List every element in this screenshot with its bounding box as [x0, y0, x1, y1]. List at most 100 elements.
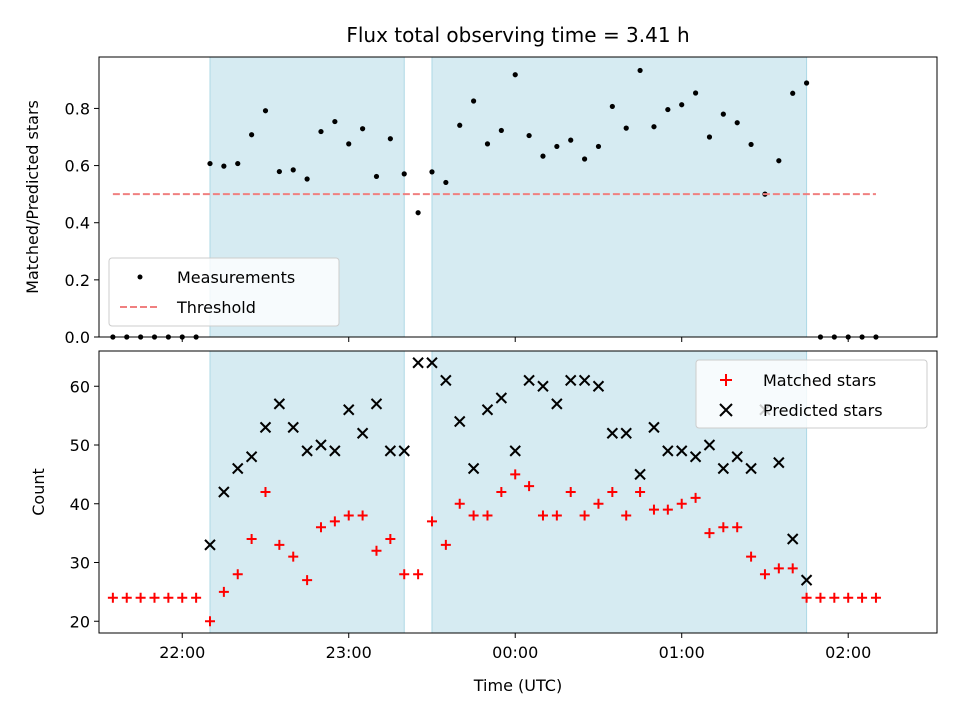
matched-stars-point [704, 528, 715, 539]
shaded-span-2 [431, 57, 807, 337]
matched-stars-point [426, 516, 437, 527]
y-tick-label: 0.0 [65, 328, 90, 347]
matched-stars-point [482, 510, 493, 521]
bottom-legend-box [695, 359, 928, 429]
matched-stars-point [718, 522, 729, 533]
measurements-point [415, 210, 421, 216]
matched-stars-point [121, 592, 132, 603]
measurements-point [471, 98, 477, 104]
legend-item-measurements: Measurements [137, 268, 295, 287]
predicted-stars-point [592, 380, 605, 392]
measurements-point [526, 132, 532, 139]
measurements-point [249, 132, 255, 138]
top-legend: Measurements Threshold [108, 257, 340, 327]
predicted-stars-point [495, 392, 508, 404]
matched-stars-point [524, 481, 535, 492]
matched-stars-point [191, 592, 202, 603]
bottom-y-ticks: 20 30 40 50 60 [70, 377, 99, 631]
matched-stars-point [302, 575, 313, 586]
top-data-marks [110, 67, 879, 340]
y-tick-label: 20 [70, 612, 90, 631]
measurements-point [373, 173, 380, 180]
matched-stars-point [870, 592, 881, 603]
measurements-point [401, 171, 407, 177]
predicted-stars-point [315, 439, 327, 451]
predicted-stars-point [689, 451, 702, 463]
measurements-point [637, 67, 643, 74]
bottom-x-ticks: 22:00 23:00 00:00 01:00 02:00 [159, 633, 871, 662]
predicted-stars-point [620, 427, 632, 439]
x-tick-label: 23:00 [326, 643, 372, 662]
measurements-point [276, 168, 282, 175]
measurements-point [235, 160, 241, 167]
measurements-point [790, 90, 796, 96]
predicted-stars-point [578, 374, 591, 387]
measurements-point [651, 124, 657, 130]
predicted-stars-point [426, 357, 438, 369]
matched-stars-point [468, 510, 479, 521]
predicted-stars-point [523, 374, 535, 387]
predicted-stars-point [398, 445, 410, 457]
predicted-stars-point [412, 357, 424, 369]
measurements-point [581, 156, 588, 162]
measurements-point [221, 163, 227, 169]
predicted-stars-point [662, 445, 674, 457]
predicted-stars-point [356, 427, 369, 439]
matched-stars-point [759, 569, 770, 580]
measurements-point [734, 120, 740, 126]
measurements-point [207, 160, 213, 167]
measurements-point [720, 111, 726, 117]
top-panel: 0.0 0.2 0.4 0.6 0.8 Flux total observing tim… [23, 23, 938, 347]
measurements-point [776, 158, 782, 164]
x-tick-label: 00:00 [492, 643, 538, 662]
legend-label-predicted-stars: Predicted stars [763, 401, 883, 420]
measurements-point [332, 118, 338, 125]
legend-item-predicted-stars: Predicted stars [719, 401, 883, 420]
predicted-stars-point [467, 462, 480, 475]
chart-title: Flux total observing time = 3.41 h [346, 23, 689, 47]
y-tick-label: 60 [70, 377, 90, 396]
predicted-stars-point [204, 539, 216, 551]
matched-stars-point [676, 498, 687, 509]
matched-stars-point [399, 569, 410, 580]
measurements-point [304, 176, 310, 182]
matched-stars-point [690, 492, 701, 503]
matched-stars-point [218, 586, 229, 597]
top-y-axis-label: Matched/Predicted stars [23, 100, 42, 294]
matched-stars-point [593, 498, 604, 509]
measurements-point [498, 127, 504, 134]
legend-label-threshold: Threshold [176, 298, 256, 317]
y-tick-label: 0.8 [65, 99, 90, 118]
predicted-stars-point [745, 462, 757, 475]
predicted-stars-point [259, 421, 272, 434]
x-tick-label: 22:00 [159, 643, 205, 662]
matched-stars-point [329, 516, 340, 527]
bottom-y-axis-label: Count [29, 468, 48, 516]
legend-item-threshold: Threshold [120, 298, 256, 317]
legend-marker-measurements [137, 274, 143, 280]
y-tick-label: 50 [70, 436, 90, 455]
matched-stars-point [496, 487, 507, 497]
matched-stars-point [857, 592, 868, 603]
measurements-point [429, 169, 435, 175]
legend-marker-matched-stars [720, 374, 732, 386]
matched-stars-point [204, 616, 215, 627]
legend-item-matched-stars: Matched stars [720, 371, 876, 390]
predicted-stars-point [232, 462, 244, 475]
matched-stars-point [385, 534, 396, 544]
legend-label-measurements: Measurements [177, 268, 295, 287]
matched-stars-point [260, 487, 271, 497]
bottom-data-marks [107, 357, 881, 627]
predicted-stars-point [301, 445, 313, 457]
measurements-point [692, 90, 699, 96]
matched-stars-point [315, 522, 326, 533]
bottom-legend: Matched stars Predicted stars [695, 359, 928, 429]
matched-stars-point [371, 545, 382, 556]
matched-stars-point [565, 487, 576, 497]
bottom-panel: 20 30 40 50 60 22:00 23:00 00:00 01:00 02:00 Cou… [29, 350, 938, 695]
predicted-stars-point [551, 398, 563, 410]
matched-stars-point [107, 592, 118, 603]
matched-stars-point [635, 487, 646, 497]
measurements-point [554, 143, 560, 150]
matched-stars-point [149, 592, 160, 603]
